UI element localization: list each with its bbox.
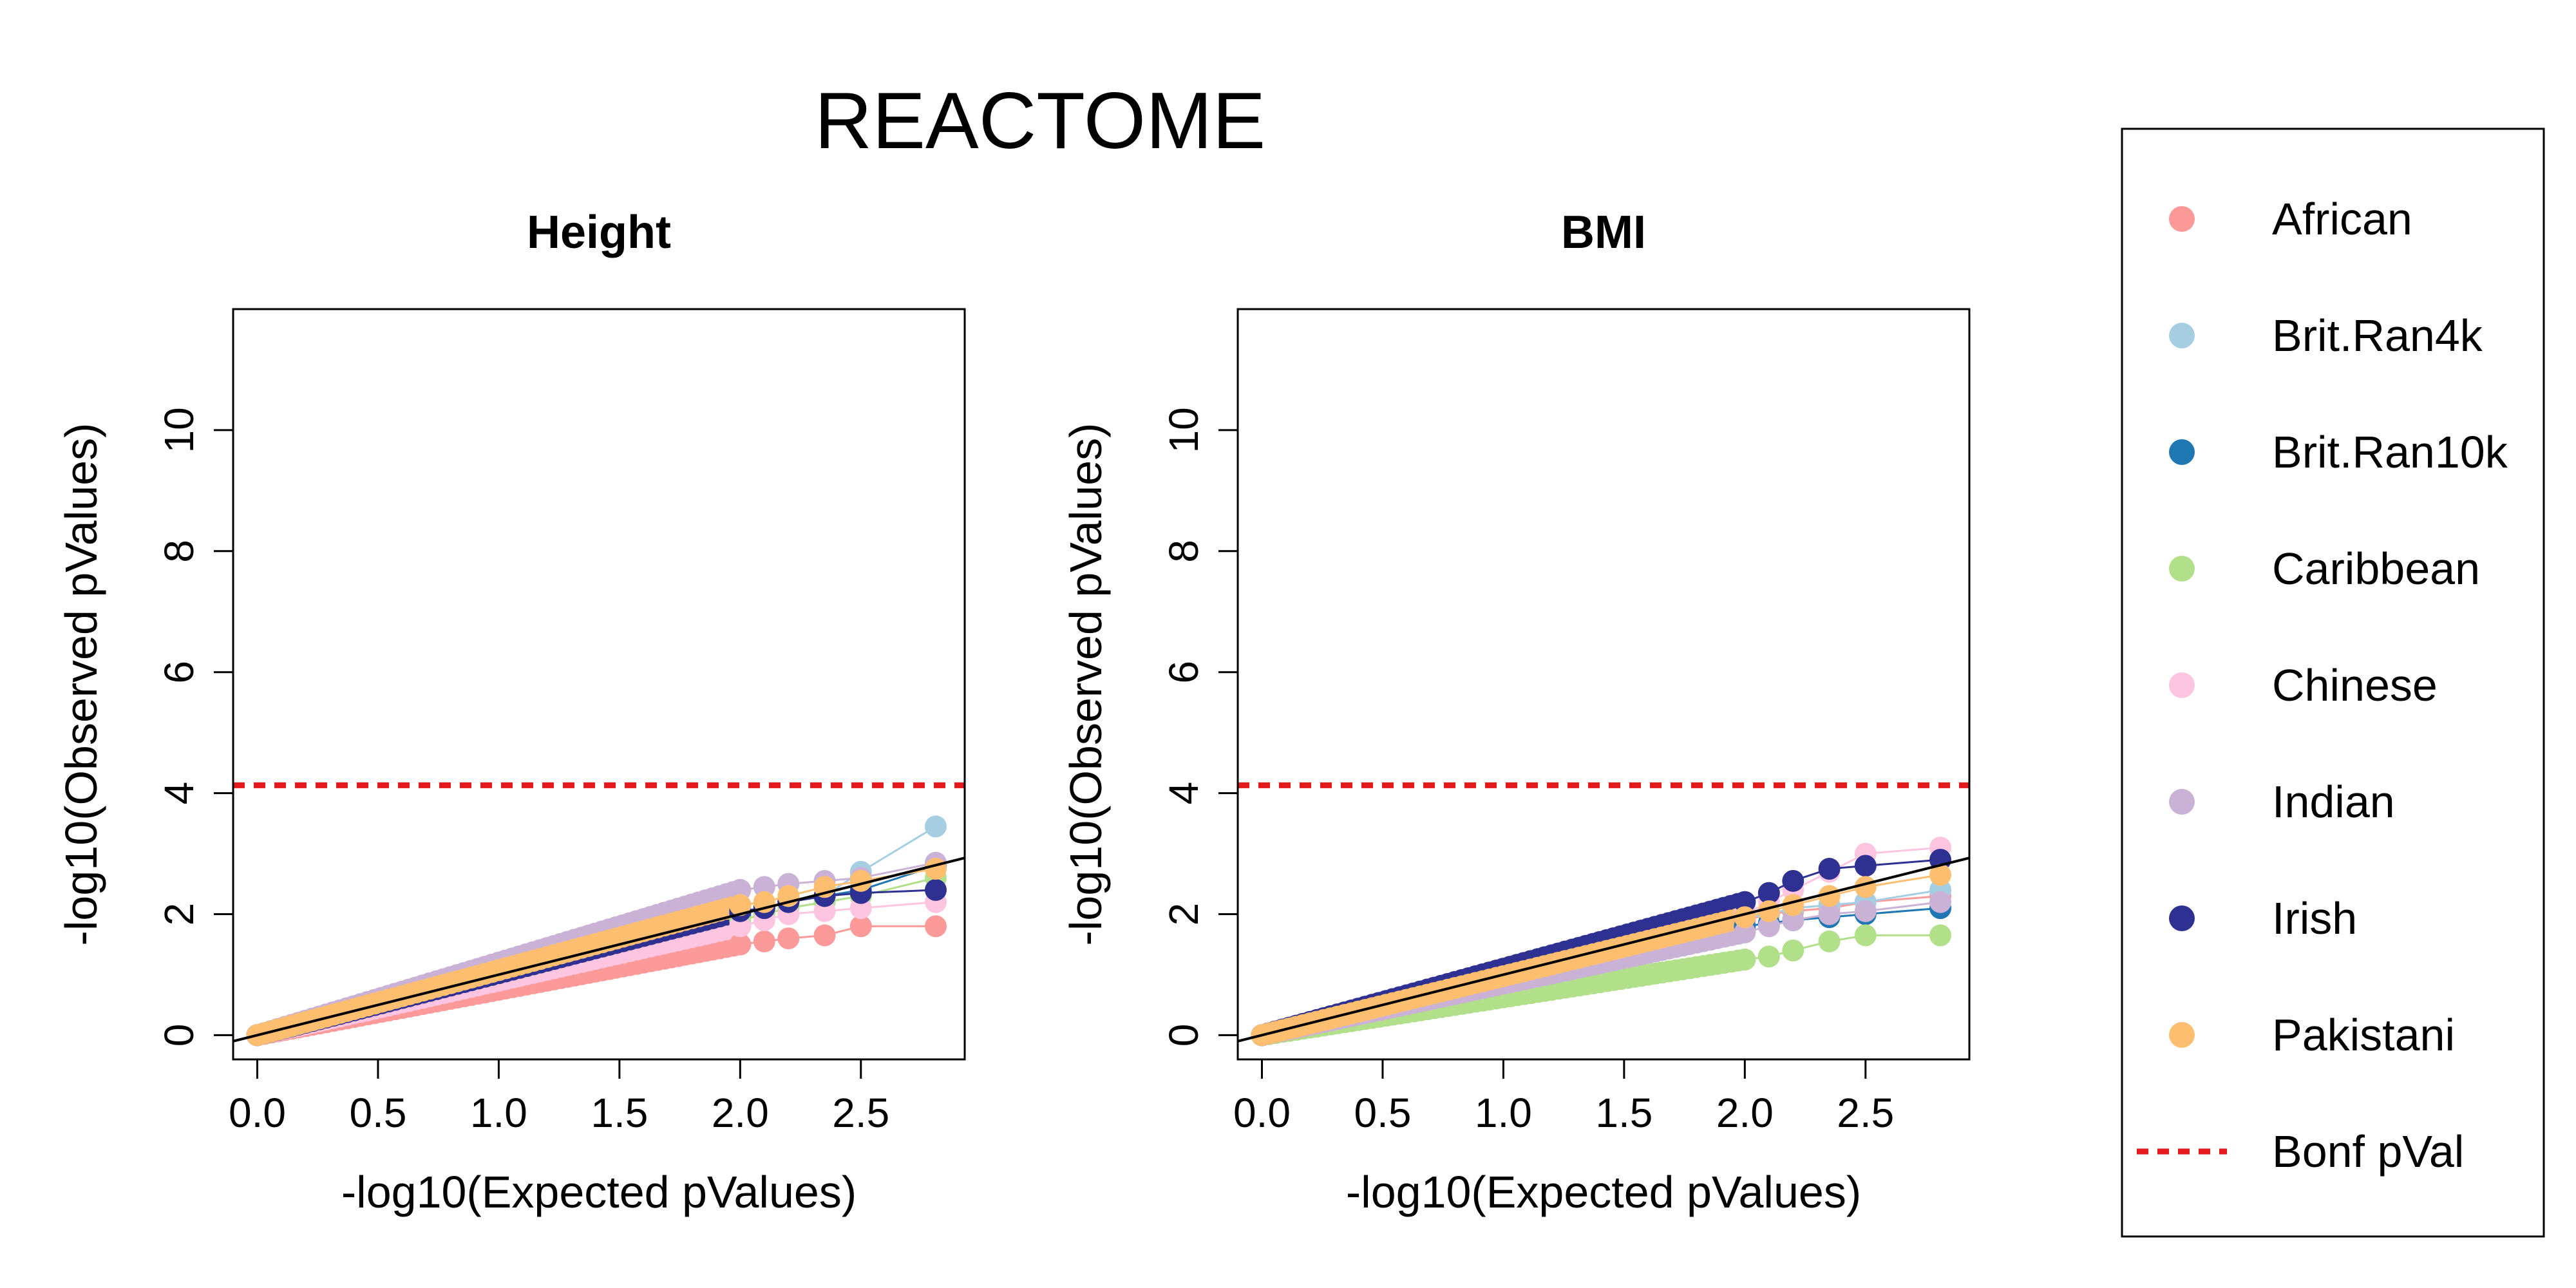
x-tick-label: 1.0 bbox=[470, 1090, 527, 1136]
bmi-panel: BMI -log10(Expected pValues) -log10(Observ… bbox=[1061, 207, 1971, 1217]
reference-line bbox=[1238, 857, 1969, 1043]
legend-label-brit-ran4k: Brit.Ran4k bbox=[2272, 310, 2483, 361]
x-tick-label: 0.0 bbox=[1233, 1090, 1291, 1136]
plot-frame bbox=[232, 308, 966, 1061]
data-point-irish bbox=[1734, 891, 1756, 913]
data-point-indian bbox=[753, 876, 775, 898]
figure-title: REACTOME bbox=[815, 77, 1265, 166]
data-point-indian bbox=[1929, 891, 1952, 913]
data-point-indian bbox=[1854, 900, 1877, 922]
data-point-african bbox=[925, 915, 947, 938]
y-tick-label: 2 bbox=[156, 903, 202, 926]
data-point-indian bbox=[1757, 915, 1780, 938]
data-point-chinese bbox=[729, 915, 752, 938]
legend-label-pakistani: Pakistani bbox=[2272, 1010, 2455, 1060]
height-panel: Height -log10(Expected pValues) -log10(Obs… bbox=[56, 207, 966, 1217]
x-tick-label: 2.0 bbox=[1716, 1090, 1774, 1136]
legend-marker-african bbox=[2169, 206, 2195, 232]
data-point-chinese bbox=[813, 900, 836, 922]
legend-label-irish: Irish bbox=[2272, 893, 2357, 943]
data-point-irish bbox=[1854, 855, 1877, 877]
data-point-indian bbox=[1782, 909, 1804, 931]
y-tick-label: 0 bbox=[1160, 1024, 1207, 1047]
data-point-brit-ran4k bbox=[925, 815, 947, 838]
legend: African Brit.Ran4k Brit.Ran10k Caribbean Chi… bbox=[2121, 128, 2545, 1238]
data-point-irish bbox=[1929, 848, 1952, 871]
data-point-caribbean bbox=[1929, 924, 1952, 947]
x-tick-label: 0.5 bbox=[1354, 1090, 1411, 1136]
legend-label-caribbean: Caribbean bbox=[2272, 544, 2480, 594]
y-tick-label: 4 bbox=[1160, 782, 1207, 805]
y-tick-label: 10 bbox=[156, 407, 202, 453]
y-tick-label: 6 bbox=[156, 661, 202, 684]
legend-label-african: African bbox=[2272, 194, 2412, 244]
data-point-chinese bbox=[849, 897, 872, 920]
y-axis-label: -log10(Observed pValues) bbox=[56, 423, 106, 946]
data-point-irish bbox=[1757, 882, 1780, 904]
data-point-caribbean bbox=[1782, 939, 1804, 961]
legend-marker-irish bbox=[2169, 905, 2195, 931]
y-tick-label: 2 bbox=[1160, 903, 1207, 926]
data-point-african bbox=[777, 927, 800, 950]
legend-marker-indian bbox=[2169, 789, 2195, 815]
plot-frame bbox=[1236, 308, 1971, 1061]
legend-marker-pakistani bbox=[2169, 1022, 2195, 1048]
data-point-irish bbox=[925, 878, 947, 901]
y-tick-label: 8 bbox=[156, 540, 202, 563]
data-point-caribbean bbox=[1818, 930, 1841, 952]
x-tick-label: 0.5 bbox=[349, 1090, 406, 1136]
y-tick-label: 4 bbox=[156, 782, 202, 805]
data-point-caribbean bbox=[1854, 924, 1877, 947]
x-tick-label: 1.5 bbox=[1595, 1090, 1653, 1136]
y-tick-label: 8 bbox=[1160, 540, 1207, 563]
legend-marker-chinese bbox=[2169, 672, 2195, 698]
legend-label-bonf-pval: Bonf pVal bbox=[2272, 1126, 2464, 1177]
legend-marker-caribbean bbox=[2169, 556, 2195, 582]
x-tick-label: 0.0 bbox=[229, 1090, 286, 1136]
data-point-indian bbox=[1734, 921, 1756, 943]
x-tick-label: 2.5 bbox=[1837, 1090, 1894, 1136]
x-axis-label: -log10(Expected pValues) bbox=[1346, 1167, 1861, 1217]
data-point-irish bbox=[1782, 869, 1804, 892]
y-tick-label: 6 bbox=[1160, 661, 1207, 684]
data-point-african bbox=[813, 924, 836, 947]
data-point-caribbean bbox=[1734, 948, 1756, 971]
legend-marker-brit-ran10k bbox=[2169, 439, 2195, 465]
y-axis-label: -log10(Observed pValues) bbox=[1061, 423, 1111, 946]
panel-title: Height bbox=[527, 207, 671, 258]
x-tick-label: 1.5 bbox=[591, 1090, 648, 1136]
plot-area bbox=[1238, 782, 1969, 1046]
data-point-caribbean bbox=[1757, 945, 1780, 968]
panel-title: BMI bbox=[1561, 207, 1646, 258]
data-point-pakistani bbox=[925, 858, 947, 880]
data-point-indian bbox=[1818, 903, 1841, 925]
data-point-pakistani bbox=[729, 894, 752, 916]
y-tick-label: 10 bbox=[1160, 407, 1207, 453]
x-tick-label: 2.5 bbox=[832, 1090, 889, 1136]
x-tick-label: 2.0 bbox=[712, 1090, 769, 1136]
data-point-indian bbox=[729, 878, 752, 901]
legend-label-brit-ran10k: Brit.Ran10k bbox=[2272, 427, 2508, 477]
data-point-african bbox=[729, 933, 752, 956]
plot-area bbox=[233, 782, 965, 1046]
y-tick-label: 0 bbox=[156, 1024, 202, 1047]
data-point-african bbox=[753, 930, 775, 952]
x-tick-label: 1.0 bbox=[1475, 1090, 1532, 1136]
legend-label-chinese: Chinese bbox=[2272, 660, 2438, 710]
data-point-pakistani bbox=[1929, 864, 1952, 886]
legend-label-indian: Indian bbox=[2272, 777, 2395, 827]
data-point-irish bbox=[1818, 858, 1841, 880]
x-axis-label: -log10(Expected pValues) bbox=[341, 1167, 857, 1217]
reference-line bbox=[233, 857, 965, 1043]
data-point-african bbox=[849, 915, 872, 938]
legend-marker-brit-ran4k bbox=[2169, 323, 2195, 348]
